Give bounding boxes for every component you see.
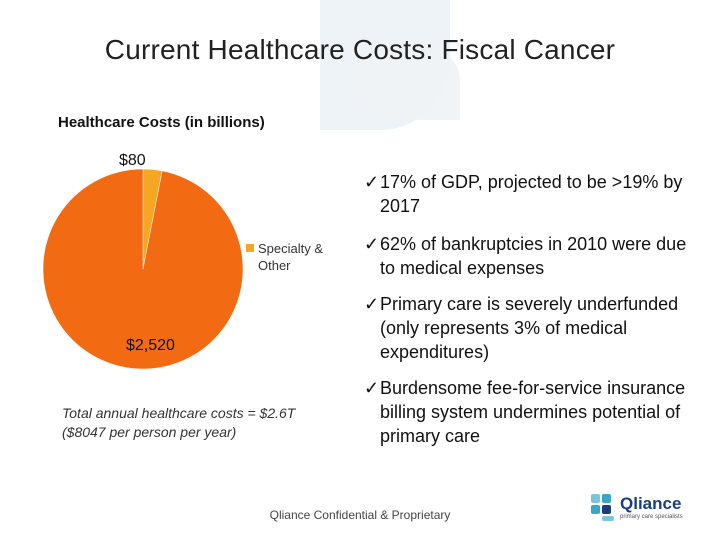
bullet-text: 17% of GDP, projected to be >19% by 2017: [380, 172, 683, 216]
bullet-item: ✓ Burdensome fee-for-service insurance b…: [364, 376, 706, 448]
logo-tagline: primary care specialists: [620, 514, 683, 520]
bullet-text: Burdensome fee-for-service insurance bil…: [380, 378, 686, 446]
legend-swatch: [246, 244, 254, 252]
pie-slice-specialty-other: [42, 168, 244, 370]
chart-legend: Specialty & Other: [246, 240, 338, 274]
chart-title: Healthcare Costs (in billions): [58, 114, 265, 131]
bullet-item: ✓ 17% of GDP, projected to be >19% by 20…: [364, 170, 706, 218]
data-label-specialty-other: $2,520: [126, 337, 175, 354]
legend-label: Specialty & Other: [258, 241, 324, 273]
total-cost-note: Total annual healthcare costs = $2.6T ($…: [62, 405, 296, 440]
logo-name: Qliance: [620, 494, 682, 513]
bullet-text: Primary care is severely underfunded (on…: [380, 294, 679, 362]
background-decoration-2: [350, 40, 460, 120]
qliance-logo: Qliance primary care specialists: [590, 492, 690, 528]
slide-title: Current Healthcare Costs: Fiscal Cancer: [104, 34, 616, 65]
data-label-primary-care: $80: [119, 152, 146, 169]
checkmark-icon: ✓: [364, 234, 380, 254]
checkmark-icon: ✓: [364, 378, 380, 398]
checkmark-icon: ✓: [364, 294, 380, 314]
bullet-item: ✓ 62% of bankruptcies in 2010 were due t…: [364, 232, 706, 280]
bullet-item: ✓ Primary care is severely underfunded (…: [364, 292, 706, 364]
footer-confidential: Qliance Confidential & Proprietary: [269, 508, 451, 522]
logo-mark-icon: [591, 494, 614, 521]
checkmark-icon: ✓: [364, 172, 380, 192]
bullet-text: 62% of bankruptcies in 2010 were due to …: [380, 234, 687, 278]
